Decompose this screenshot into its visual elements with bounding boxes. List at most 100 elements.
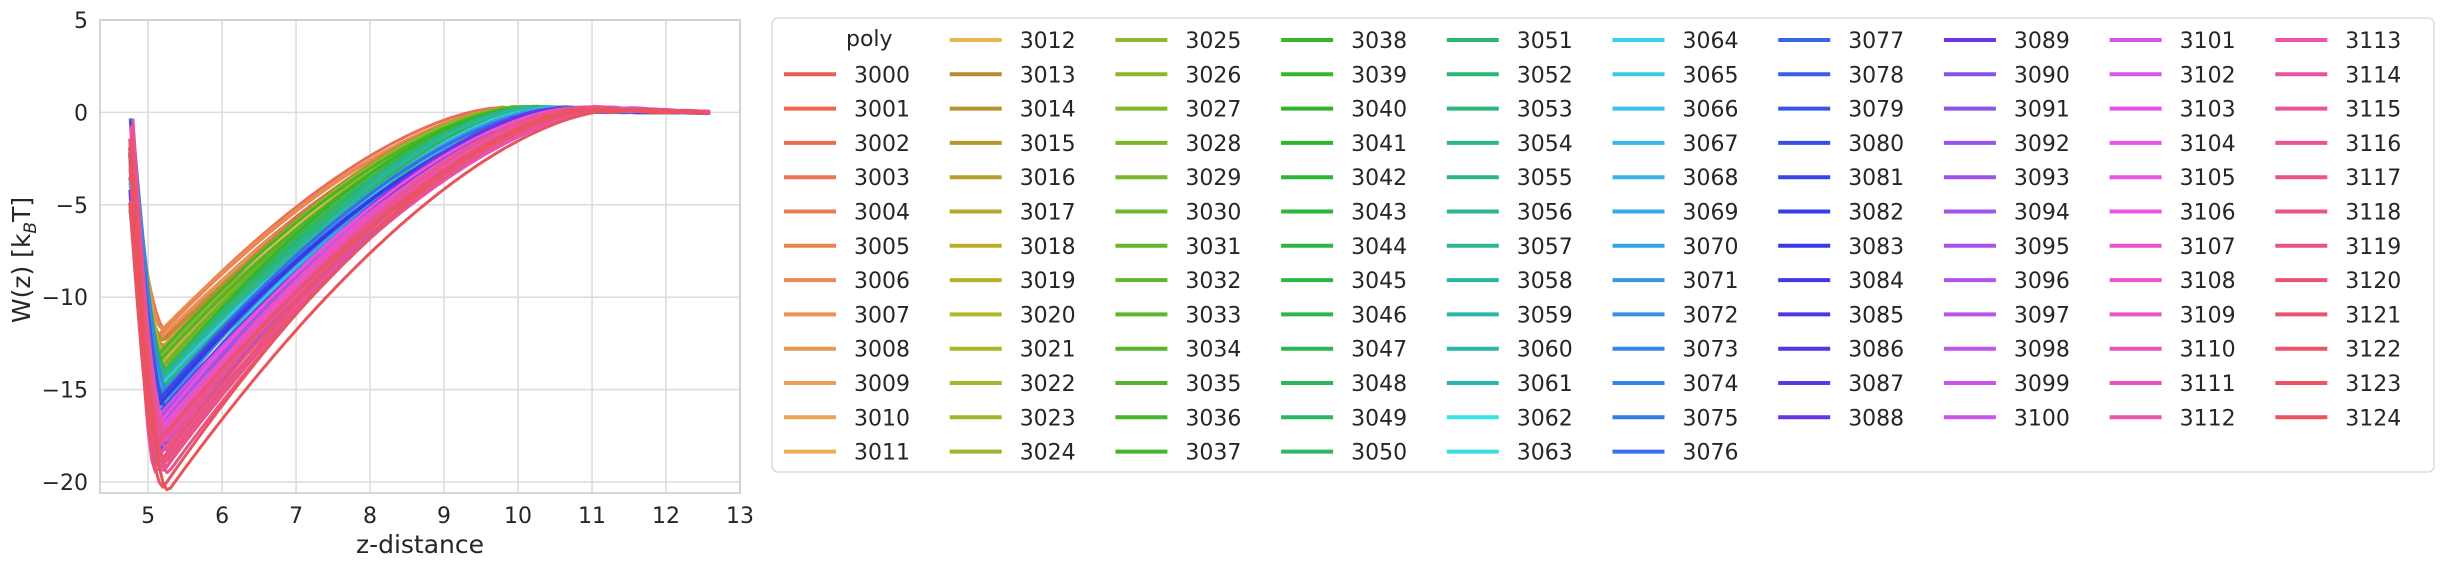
legend-label: 3033 bbox=[1185, 303, 1241, 328]
legend-label: 3124 bbox=[2345, 406, 2401, 431]
legend-label: 3087 bbox=[1848, 372, 1904, 397]
legend-label: 3027 bbox=[1185, 98, 1241, 123]
legend-label: 3040 bbox=[1351, 98, 1407, 123]
x-tick-label: 7 bbox=[289, 504, 303, 529]
legend-label: 3052 bbox=[1517, 63, 1573, 88]
legend-label: 3004 bbox=[854, 201, 910, 226]
legend-label: 3114 bbox=[2345, 63, 2401, 88]
legend-label: 3062 bbox=[1517, 406, 1573, 431]
legend-label: 3016 bbox=[1020, 166, 1076, 191]
legend-label: 3045 bbox=[1351, 269, 1407, 294]
legend-box bbox=[771, 17, 2435, 473]
legend-label: 3031 bbox=[1185, 235, 1241, 260]
legend-label: 3120 bbox=[2345, 269, 2401, 294]
legend-label: 3042 bbox=[1351, 166, 1407, 191]
legend-label: 3121 bbox=[2345, 303, 2401, 328]
legend-label: 3026 bbox=[1185, 63, 1241, 88]
legend-label: 3095 bbox=[2014, 235, 2070, 260]
legend-label: 3061 bbox=[1517, 372, 1573, 397]
legend-label: 3037 bbox=[1185, 441, 1241, 466]
legend-label: 3090 bbox=[2014, 63, 2070, 88]
legend-label: 3078 bbox=[1848, 63, 1904, 88]
legend-label: 3024 bbox=[1020, 441, 1076, 466]
legend-label: 3059 bbox=[1517, 303, 1573, 328]
legend-label: 3091 bbox=[2014, 98, 2070, 123]
legend-label: 3041 bbox=[1351, 132, 1407, 157]
legend-label: 3109 bbox=[2180, 303, 2236, 328]
legend-label: 3014 bbox=[1020, 98, 1076, 123]
legend-label: 3068 bbox=[1683, 166, 1739, 191]
x-tick-label: 6 bbox=[215, 504, 229, 529]
legend-label: 3081 bbox=[1848, 166, 1904, 191]
legend-label: 3119 bbox=[2345, 235, 2401, 260]
legend-label: 3115 bbox=[2345, 98, 2401, 123]
x-tick-label: 9 bbox=[437, 504, 451, 529]
legend-label: 3072 bbox=[1683, 303, 1739, 328]
series-lines bbox=[128, 104, 711, 492]
series-line-3122 bbox=[130, 106, 710, 445]
legend-label: 3050 bbox=[1351, 441, 1407, 466]
axes: 5 6 7 8 9 10 11 12 13 −20 −15 −10 −5 0 5 bbox=[42, 9, 754, 529]
legend-label: 3046 bbox=[1351, 303, 1407, 328]
legend-label: 3022 bbox=[1020, 372, 1076, 397]
legend-label: 3069 bbox=[1683, 201, 1739, 226]
legend-label: 3036 bbox=[1185, 406, 1241, 431]
y-tick-label: 0 bbox=[74, 101, 88, 126]
legend-label: 3049 bbox=[1351, 406, 1407, 431]
legend-label: 3021 bbox=[1020, 338, 1076, 363]
x-tick-label: 11 bbox=[578, 504, 606, 529]
y-tick-label: 5 bbox=[74, 9, 88, 34]
legend-label: 3074 bbox=[1683, 372, 1739, 397]
legend-label: 3082 bbox=[1848, 201, 1904, 226]
legend-label: 3018 bbox=[1020, 235, 1076, 260]
legend-label: 3089 bbox=[2014, 29, 2070, 54]
legend-label: 3067 bbox=[1683, 132, 1739, 157]
x-tick-label: 13 bbox=[726, 504, 754, 529]
legend-label: 3034 bbox=[1185, 338, 1241, 363]
legend-label: 3030 bbox=[1185, 201, 1241, 226]
legend-label: 3102 bbox=[2180, 63, 2236, 88]
legend-label: 3107 bbox=[2180, 235, 2236, 260]
legend-label: 3007 bbox=[854, 303, 910, 328]
legend-label: 3113 bbox=[2345, 29, 2401, 54]
legend-label: 3063 bbox=[1517, 441, 1573, 466]
legend-label: 3019 bbox=[1020, 269, 1076, 294]
legend-label: 3093 bbox=[2014, 166, 2070, 191]
series-line-3124 bbox=[128, 109, 707, 492]
legend-label: 3058 bbox=[1517, 269, 1573, 294]
legend-label: 3080 bbox=[1848, 132, 1904, 157]
legend-label: 3044 bbox=[1351, 235, 1407, 260]
legend-label: 3075 bbox=[1683, 406, 1739, 431]
legend-label: 3070 bbox=[1683, 235, 1739, 260]
legend-label: 3077 bbox=[1848, 29, 1904, 54]
legend-label: 3106 bbox=[2180, 201, 2236, 226]
legend-label: 3023 bbox=[1020, 406, 1076, 431]
y-tick-label: −20 bbox=[42, 471, 88, 496]
legend-label: 3053 bbox=[1517, 98, 1573, 123]
x-tick-label: 10 bbox=[504, 504, 532, 529]
legend-label: 3017 bbox=[1020, 201, 1076, 226]
plot-frame bbox=[99, 19, 741, 494]
legend-label: 3123 bbox=[2345, 372, 2401, 397]
legend-label: 3088 bbox=[1848, 406, 1904, 431]
legend-label: 3054 bbox=[1517, 132, 1573, 157]
legend-label: 3003 bbox=[854, 166, 910, 191]
legend: poly 3000 3001 3002 3003 3004 3005 3006 3007 3008… bbox=[771, 17, 2435, 473]
legend-label: 3038 bbox=[1351, 29, 1407, 54]
legend-label: 3006 bbox=[854, 269, 910, 294]
legend-label: 3013 bbox=[1020, 63, 1076, 88]
legend-label: 3056 bbox=[1517, 201, 1573, 226]
legend-label: 3108 bbox=[2180, 269, 2236, 294]
legend-label: 3076 bbox=[1683, 441, 1739, 466]
legend-label: 3103 bbox=[2180, 98, 2236, 123]
legend-label: 3096 bbox=[2014, 269, 2070, 294]
legend-label: 3086 bbox=[1848, 338, 1904, 363]
legend-label: 3079 bbox=[1848, 98, 1904, 123]
legend-label: 3097 bbox=[2014, 303, 2070, 328]
legend-label: 3105 bbox=[2180, 166, 2236, 191]
legend-label: 3100 bbox=[2014, 406, 2070, 431]
y-axis-label: W(z) [kBT] bbox=[7, 197, 41, 323]
legend-label: 3057 bbox=[1517, 235, 1573, 260]
legend-label: 3001 bbox=[854, 98, 910, 123]
legend-label: 3122 bbox=[2345, 338, 2401, 363]
